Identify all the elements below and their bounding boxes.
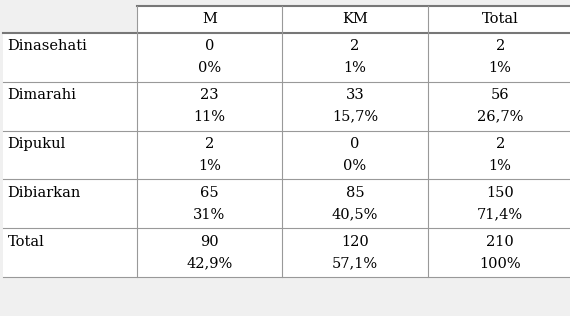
Text: KM: KM <box>342 12 368 27</box>
Bar <box>3 33 570 82</box>
Text: Dimarahi: Dimarahi <box>7 88 76 102</box>
Text: 1%: 1% <box>488 61 512 75</box>
Text: 90: 90 <box>200 235 219 249</box>
Text: Total: Total <box>482 12 519 27</box>
Text: 33: 33 <box>345 88 364 102</box>
Text: 0%: 0% <box>198 61 221 75</box>
Text: 0: 0 <box>205 39 214 53</box>
Text: 56: 56 <box>491 88 510 102</box>
Bar <box>3 228 570 277</box>
Bar <box>3 179 570 228</box>
Bar <box>3 82 570 131</box>
Text: 15,7%: 15,7% <box>332 110 378 124</box>
Text: 57,1%: 57,1% <box>332 257 378 271</box>
Text: 210: 210 <box>486 235 514 249</box>
Bar <box>137 6 570 33</box>
Text: 2: 2 <box>495 137 505 151</box>
Text: Dinasehati: Dinasehati <box>7 39 87 53</box>
Text: 40,5%: 40,5% <box>332 208 378 222</box>
Text: 31%: 31% <box>193 208 226 222</box>
Text: 0: 0 <box>350 137 360 151</box>
Text: 85: 85 <box>345 186 364 200</box>
Text: 26,7%: 26,7% <box>477 110 523 124</box>
Text: 2: 2 <box>205 137 214 151</box>
Text: 1%: 1% <box>343 61 367 75</box>
Text: 42,9%: 42,9% <box>186 257 233 271</box>
Bar <box>3 131 570 179</box>
Text: 150: 150 <box>486 186 514 200</box>
Text: 2: 2 <box>350 39 360 53</box>
Text: 100%: 100% <box>479 257 521 271</box>
Text: 71,4%: 71,4% <box>477 208 523 222</box>
Text: 1%: 1% <box>488 159 512 173</box>
Text: 1%: 1% <box>198 159 221 173</box>
Text: Dibiarkan: Dibiarkan <box>7 186 81 200</box>
Text: 23: 23 <box>200 88 219 102</box>
Text: 120: 120 <box>341 235 369 249</box>
Text: 11%: 11% <box>193 110 226 124</box>
Text: 2: 2 <box>495 39 505 53</box>
Text: Dipukul: Dipukul <box>7 137 66 151</box>
Text: Total: Total <box>7 235 44 249</box>
Text: M: M <box>202 12 217 27</box>
Text: 0%: 0% <box>343 159 367 173</box>
Text: 65: 65 <box>200 186 219 200</box>
